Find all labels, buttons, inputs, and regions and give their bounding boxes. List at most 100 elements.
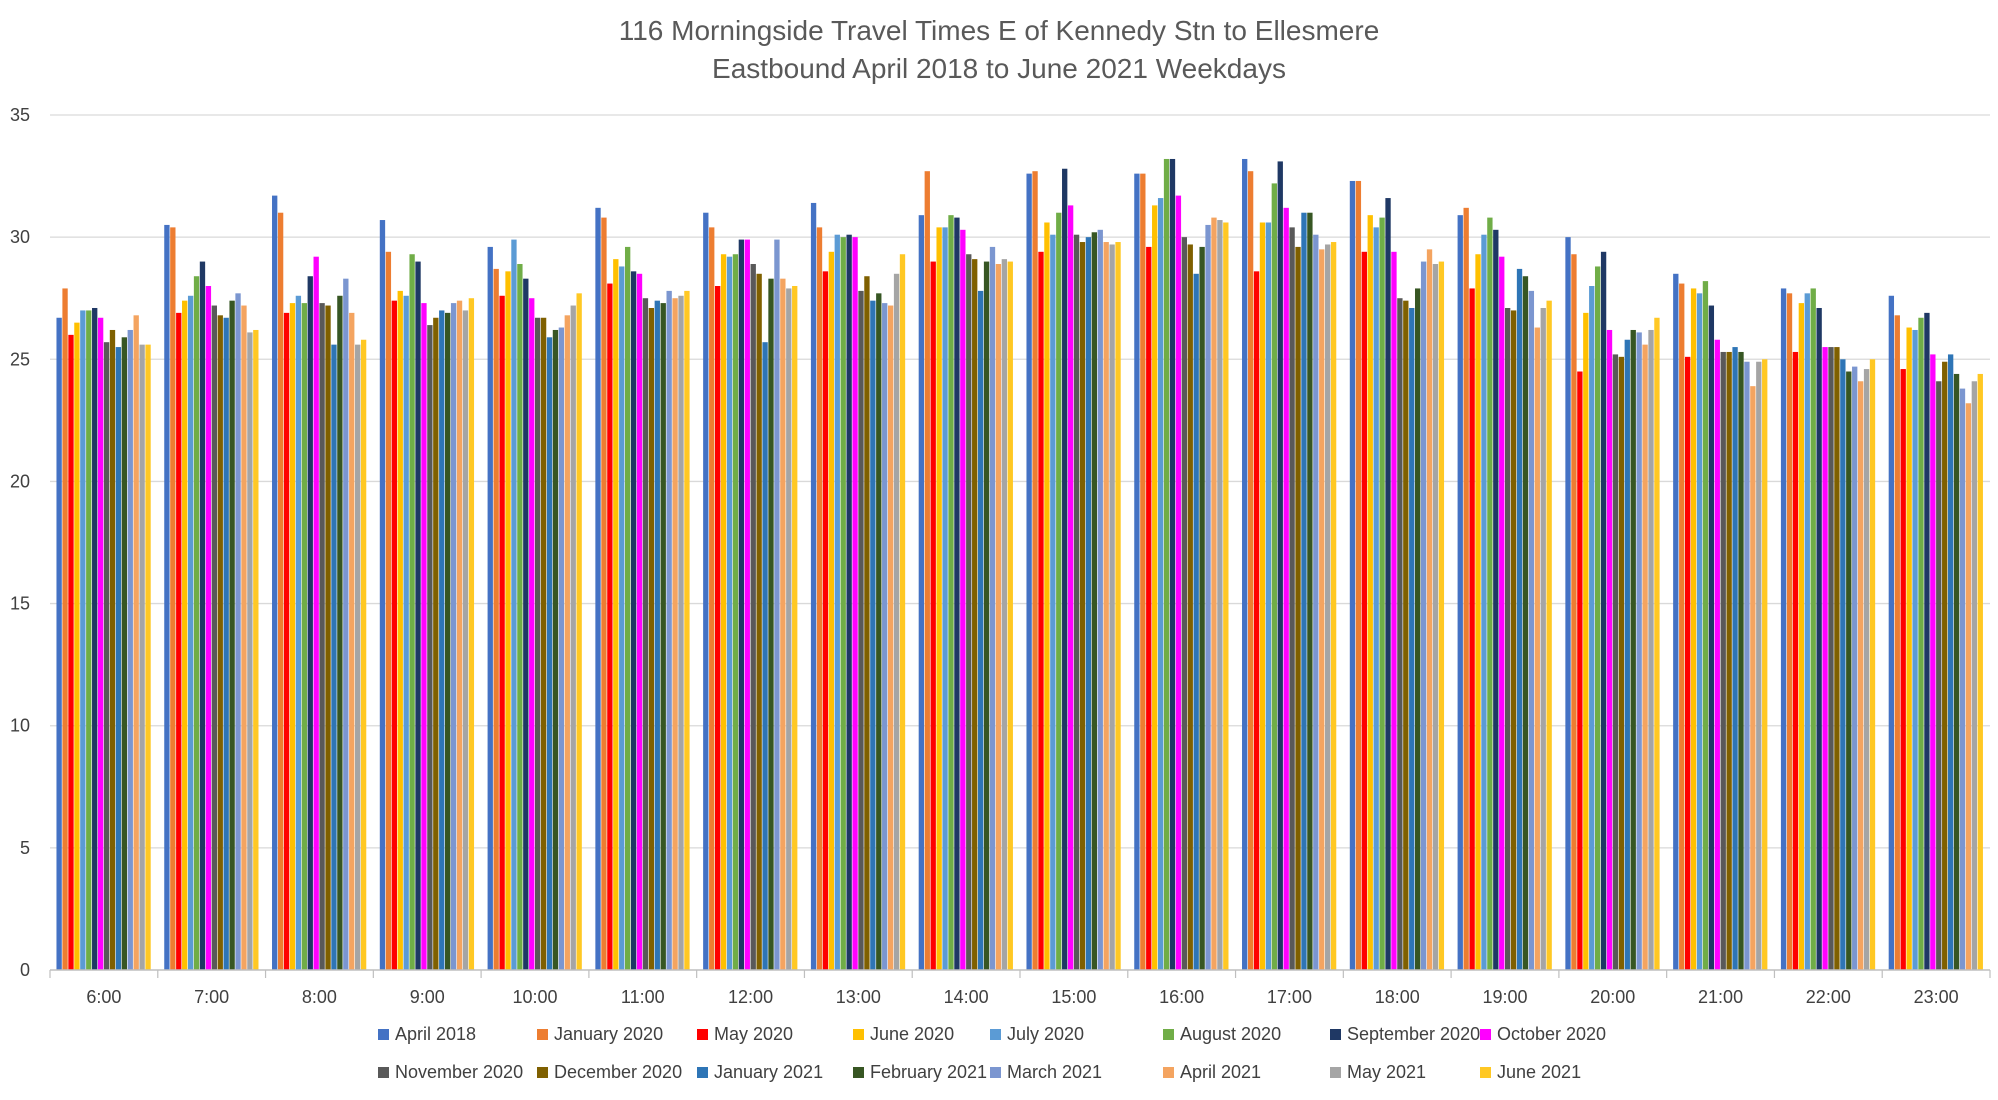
bar	[1259, 222, 1266, 971]
bar	[1038, 251, 1044, 971]
bar	[1565, 237, 1571, 970]
bar	[1804, 293, 1810, 971]
legend-label: May 2021	[1347, 1062, 1426, 1082]
bar	[1073, 234, 1080, 970]
y-tick-label: 0	[20, 960, 30, 980]
bar	[1367, 215, 1373, 970]
bar	[97, 317, 104, 970]
bar	[187, 295, 194, 970]
bar	[253, 329, 259, 971]
bar	[1062, 168, 1068, 971]
bar	[1134, 173, 1140, 970]
bar	[86, 310, 92, 970]
legend-swatch	[697, 1067, 708, 1078]
bar	[121, 337, 127, 970]
bar	[511, 239, 517, 971]
bar	[1330, 242, 1337, 970]
bar	[343, 278, 349, 970]
bar	[1403, 300, 1409, 970]
bar	[1762, 359, 1768, 970]
x-tick-label: 21:00	[1698, 987, 1743, 1007]
bar	[642, 298, 649, 971]
bar	[1846, 371, 1852, 970]
legend-swatch	[1480, 1029, 1491, 1040]
bar	[1115, 242, 1121, 970]
bar	[272, 195, 278, 971]
bar	[433, 317, 439, 970]
bar	[989, 246, 996, 970]
y-tick-label: 25	[10, 349, 30, 369]
bar	[1684, 356, 1691, 971]
bar	[1056, 212, 1062, 970]
bar	[468, 298, 475, 971]
legend-label: June 2020	[870, 1024, 954, 1044]
bar	[1953, 373, 1960, 970]
bar	[666, 290, 672, 970]
bar	[277, 212, 284, 970]
bar	[648, 307, 655, 970]
bar	[1001, 259, 1008, 970]
bar	[630, 271, 637, 971]
bar	[487, 246, 493, 970]
chart-title-line-2: Eastbound April 2018 to June 2021 Weekda…	[712, 53, 1286, 84]
bar	[1600, 251, 1607, 971]
bar	[882, 303, 888, 971]
x-tick-label: 7:00	[194, 987, 229, 1007]
bar	[397, 290, 403, 970]
bar	[930, 261, 936, 970]
bar	[540, 317, 547, 970]
bar	[1242, 158, 1248, 971]
bar	[499, 295, 505, 970]
bar	[1654, 317, 1660, 970]
bar	[607, 283, 613, 970]
bar	[1463, 207, 1469, 970]
bar	[613, 259, 619, 970]
bar	[1840, 359, 1846, 970]
chart-title-line-1: 116 Morningside Travel Times E of Kenned…	[619, 15, 1380, 46]
bar	[68, 334, 74, 970]
bar	[774, 239, 780, 971]
x-tick-label: 9:00	[410, 987, 445, 1007]
bar	[756, 273, 762, 970]
bar	[403, 295, 409, 970]
bar	[828, 251, 835, 971]
bar	[726, 256, 733, 970]
bar	[505, 271, 511, 971]
bar	[834, 234, 840, 970]
bar	[1205, 224, 1211, 970]
bar	[1140, 173, 1146, 970]
bar	[170, 227, 176, 970]
bar	[182, 300, 188, 970]
bar	[738, 239, 745, 971]
bar	[1822, 347, 1828, 970]
bar	[1217, 220, 1223, 971]
legend-label: September 2020	[1347, 1024, 1480, 1044]
legend-swatch	[537, 1029, 548, 1040]
bar	[223, 317, 229, 970]
bar	[229, 300, 235, 970]
bar	[1756, 361, 1762, 971]
bar	[576, 293, 582, 971]
bar	[462, 310, 469, 970]
bar	[1624, 339, 1630, 970]
bar	[1816, 307, 1822, 970]
legend-label: July 2020	[1007, 1024, 1084, 1044]
bar	[1977, 373, 1983, 970]
legend-label: November 2020	[395, 1062, 523, 1082]
legend-label: October 2020	[1497, 1024, 1606, 1044]
legend-swatch	[537, 1067, 548, 1078]
bar	[1475, 254, 1481, 971]
bar	[1307, 212, 1313, 970]
y-tick-label: 20	[10, 471, 30, 491]
bar	[1301, 212, 1307, 970]
bar	[1726, 351, 1732, 971]
bar	[1146, 246, 1152, 970]
bar	[349, 312, 355, 970]
bar	[918, 215, 925, 970]
bar	[1349, 180, 1356, 970]
bar	[558, 327, 565, 970]
bar	[846, 234, 852, 970]
bar	[456, 300, 463, 970]
bar	[983, 261, 990, 970]
bar	[822, 271, 829, 971]
